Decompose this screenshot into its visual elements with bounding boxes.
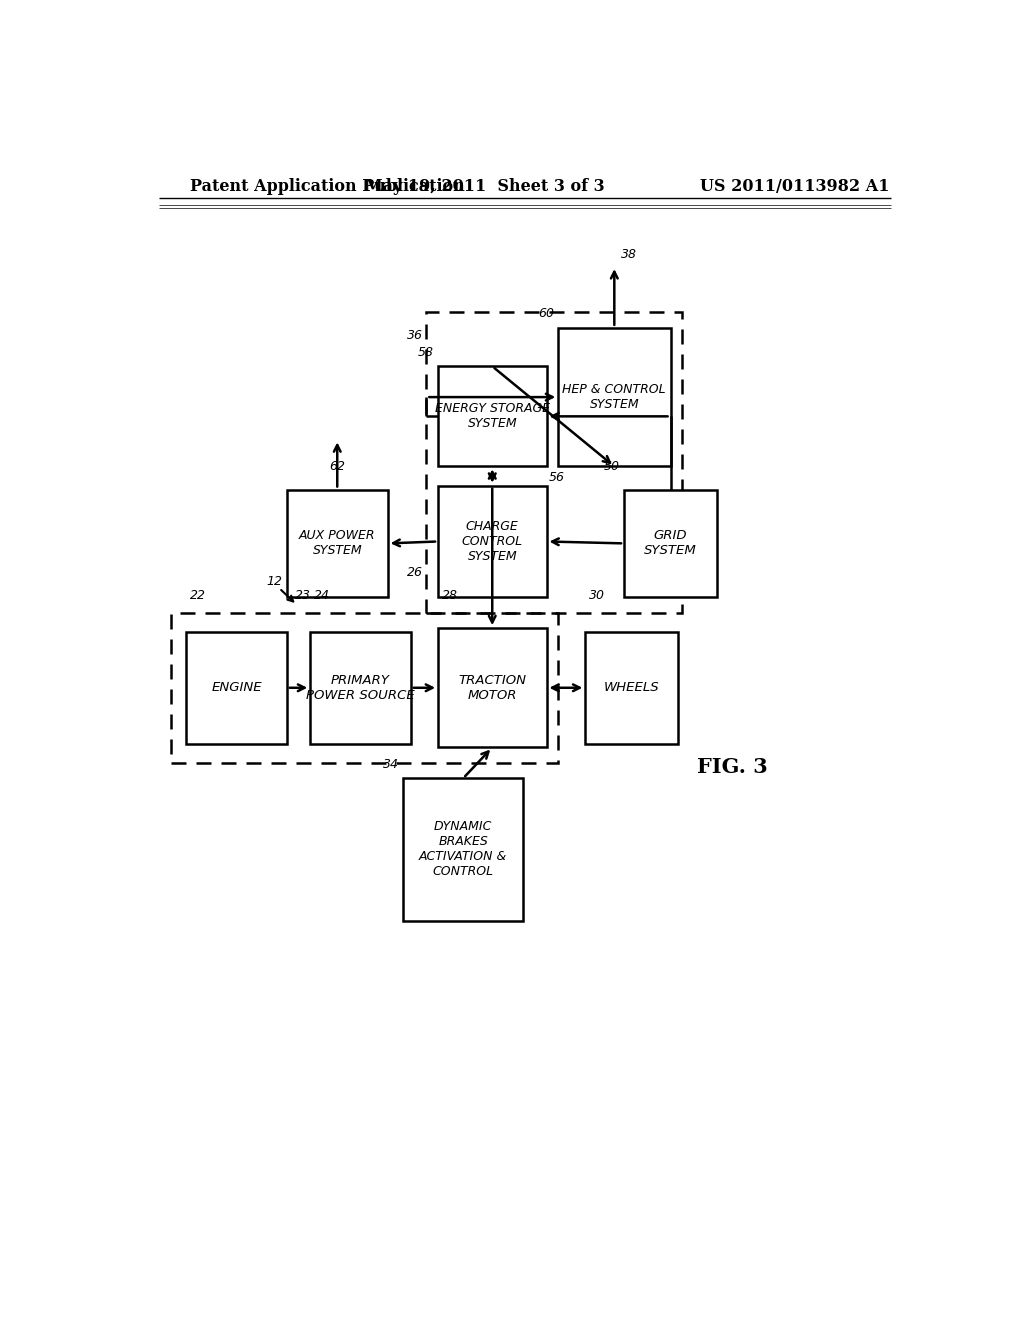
Text: 50: 50 — [604, 459, 621, 473]
Bar — [558, 327, 671, 466]
Text: 28: 28 — [442, 589, 458, 602]
Text: DYNAMIC
BRAKES
ACTIVATION &
CONTROL: DYNAMIC BRAKES ACTIVATION & CONTROL — [419, 821, 507, 879]
Text: TRACTION
MOTOR: TRACTION MOTOR — [459, 673, 526, 702]
Text: 60: 60 — [539, 308, 554, 321]
Bar — [310, 632, 411, 743]
Text: 58: 58 — [418, 346, 434, 359]
Bar — [438, 367, 547, 466]
Text: Patent Application Publication: Patent Application Publication — [190, 178, 465, 195]
Text: HEP & CONTROL
SYSTEM: HEP & CONTROL SYSTEM — [562, 383, 667, 411]
Bar — [403, 779, 523, 921]
Text: ENGINE: ENGINE — [211, 681, 262, 694]
Text: FIG. 3: FIG. 3 — [697, 756, 768, 776]
Text: 36: 36 — [407, 329, 423, 342]
Text: 23: 23 — [295, 589, 310, 602]
Text: WHEELS: WHEELS — [604, 681, 659, 694]
Bar — [426, 313, 682, 612]
Bar — [438, 486, 547, 598]
Bar — [624, 490, 717, 598]
Text: May 19, 2011  Sheet 3 of 3: May 19, 2011 Sheet 3 of 3 — [365, 178, 604, 195]
Text: 34: 34 — [383, 758, 399, 771]
Bar — [586, 632, 678, 743]
Bar — [186, 632, 287, 743]
Text: 62: 62 — [330, 459, 345, 473]
Text: AUX POWER
SYSTEM: AUX POWER SYSTEM — [299, 529, 376, 557]
Bar — [438, 628, 547, 747]
Text: ENERGY STORAGE
SYSTEM: ENERGY STORAGE SYSTEM — [435, 403, 550, 430]
Bar — [287, 490, 388, 598]
Text: 12: 12 — [266, 576, 282, 589]
Text: CHARGE
CONTROL
SYSTEM: CHARGE CONTROL SYSTEM — [462, 520, 523, 562]
Text: 22: 22 — [190, 589, 206, 602]
Text: 30: 30 — [589, 589, 605, 602]
Bar — [171, 612, 558, 763]
Text: 56: 56 — [549, 471, 565, 484]
Text: 38: 38 — [621, 248, 637, 261]
Text: GRID
SYSTEM: GRID SYSTEM — [644, 529, 697, 557]
Text: US 2011/0113982 A1: US 2011/0113982 A1 — [699, 178, 889, 195]
Text: 26: 26 — [407, 566, 423, 578]
Text: 24: 24 — [314, 589, 330, 602]
Text: PRIMARY
POWER SOURCE: PRIMARY POWER SOURCE — [306, 673, 415, 702]
